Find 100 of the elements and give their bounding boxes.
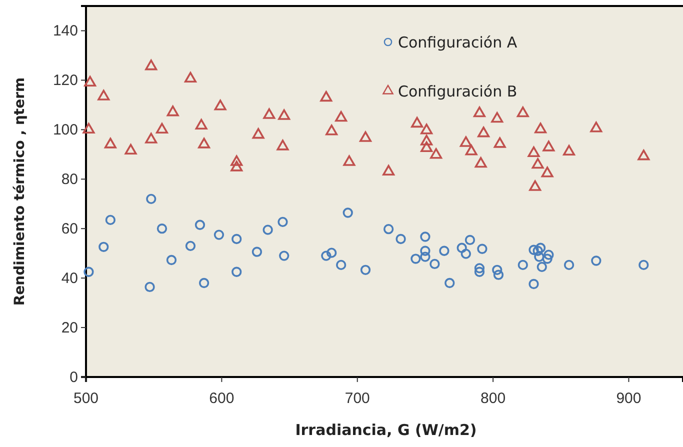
point — [263, 108, 276, 119]
point — [439, 246, 450, 256]
point — [232, 266, 242, 277]
point — [145, 132, 158, 144]
point — [320, 90, 332, 102]
point — [591, 256, 602, 266]
x-tick-label: 800 — [480, 390, 506, 407]
point — [410, 254, 421, 264]
point — [528, 146, 540, 158]
point — [105, 214, 116, 226]
point — [420, 246, 430, 256]
point — [532, 246, 543, 256]
point — [491, 112, 504, 123]
y-tick-label: 40 — [61, 270, 78, 287]
y-axis-title: Rendimiento térmico , ηterm — [12, 77, 28, 306]
point — [144, 282, 155, 292]
point — [563, 144, 576, 156]
point — [343, 155, 356, 166]
point — [98, 90, 110, 100]
point — [214, 230, 224, 240]
point — [518, 260, 528, 270]
y-tick-label: 100 — [52, 121, 78, 138]
legend-label: Configuración A — [398, 33, 518, 52]
point — [536, 262, 547, 272]
point — [638, 150, 650, 160]
point — [494, 137, 506, 148]
point — [478, 126, 490, 138]
point — [534, 122, 547, 134]
point — [542, 140, 555, 152]
point — [230, 160, 243, 172]
x-axis-title: Irradiancia, G (W/m2) — [295, 421, 477, 439]
point — [420, 141, 433, 152]
point — [420, 124, 433, 134]
point — [382, 164, 395, 176]
point — [477, 244, 488, 254]
point — [493, 270, 504, 280]
point — [535, 242, 546, 253]
y-tick-label: 20 — [61, 319, 78, 336]
point — [262, 224, 273, 235]
point — [420, 134, 433, 146]
point — [279, 250, 290, 261]
point — [84, 266, 94, 277]
point — [252, 246, 262, 257]
point — [156, 122, 168, 134]
point — [98, 242, 109, 252]
point — [198, 138, 210, 148]
point — [383, 224, 394, 234]
point — [82, 122, 95, 134]
point — [542, 254, 552, 264]
point — [232, 234, 242, 244]
x-tick-label: 900 — [616, 390, 642, 407]
point — [474, 266, 485, 277]
point — [321, 250, 332, 261]
point — [638, 260, 649, 270]
point — [460, 248, 471, 259]
point — [474, 157, 487, 168]
y-tick-label: 0 — [70, 368, 78, 386]
y-tick-label: 80 — [61, 170, 78, 188]
point — [335, 111, 348, 122]
point — [456, 242, 467, 253]
point — [252, 128, 264, 139]
point — [230, 155, 243, 166]
point — [278, 216, 288, 227]
point — [430, 148, 442, 159]
point — [198, 278, 210, 288]
point — [278, 109, 290, 120]
point — [124, 144, 137, 155]
point — [214, 100, 226, 110]
point — [544, 250, 554, 260]
point — [534, 252, 544, 262]
point — [104, 138, 116, 148]
x-tick-label: 700 — [344, 390, 370, 407]
point — [541, 166, 554, 178]
point — [460, 136, 472, 147]
point — [146, 194, 156, 204]
point — [444, 278, 455, 288]
point — [276, 140, 289, 150]
point — [411, 116, 424, 128]
y-tick-label: 120 — [52, 72, 78, 89]
point — [195, 118, 208, 130]
point — [473, 106, 486, 118]
point — [84, 76, 96, 87]
point — [194, 220, 206, 230]
point — [396, 234, 406, 244]
point — [492, 264, 502, 275]
x-tick-label: 500 — [73, 390, 99, 407]
point — [185, 240, 196, 251]
point — [528, 244, 539, 255]
point — [516, 106, 529, 118]
point — [532, 158, 544, 169]
point — [474, 263, 485, 274]
point — [156, 224, 168, 234]
point — [336, 260, 346, 270]
point — [430, 258, 440, 270]
point — [184, 72, 196, 83]
point — [528, 278, 539, 290]
point — [326, 124, 338, 136]
y-tick-label: 60 — [61, 220, 78, 238]
point — [360, 131, 372, 142]
legend-label: Configuración B — [398, 82, 518, 100]
